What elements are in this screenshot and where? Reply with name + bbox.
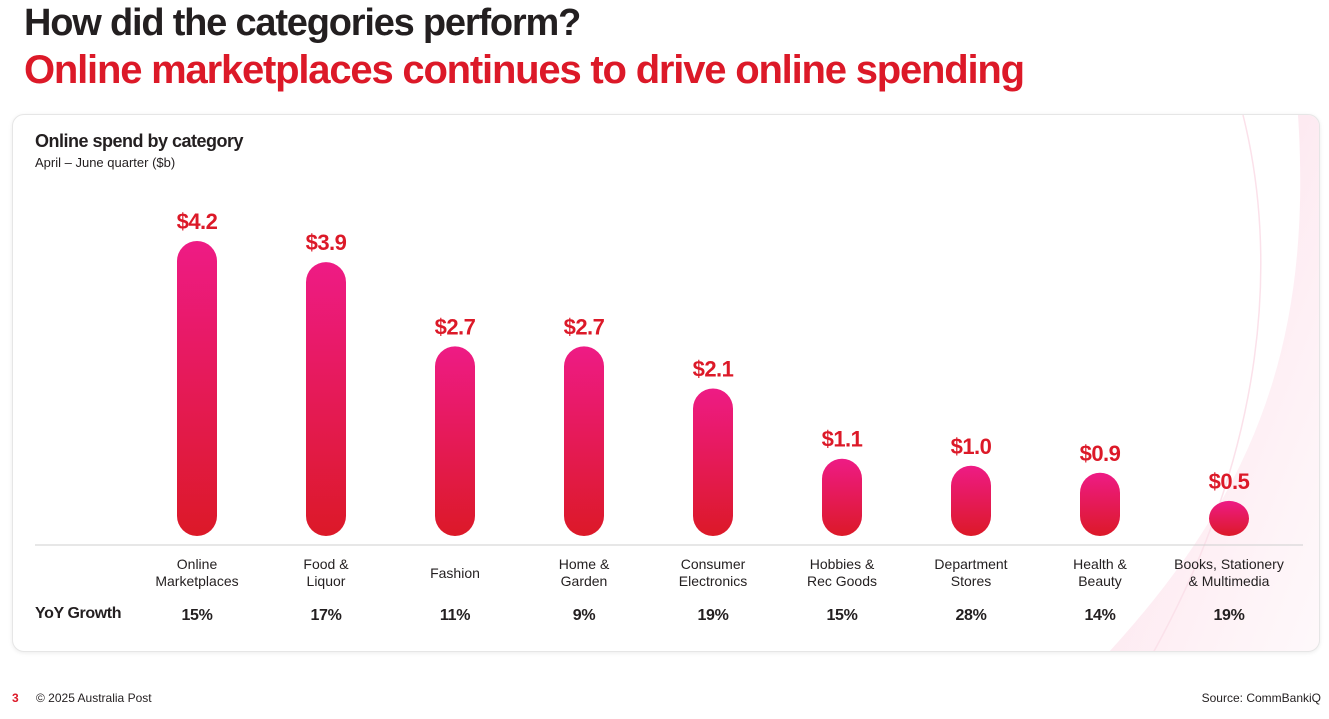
yoy-value-hobbies-rec-goods: 15% xyxy=(826,607,857,624)
bar-consumer-electronics xyxy=(693,388,733,536)
page-title: How did the categories perform? xyxy=(24,2,581,44)
category-label-food-liquor: Food & Liquor xyxy=(303,556,349,589)
page-subtitle: Online marketplaces continues to drive o… xyxy=(24,48,1025,92)
copyright-text: © 2025 Australia Post xyxy=(36,691,152,705)
bar-health-beauty xyxy=(1080,472,1120,536)
bar-department-stores xyxy=(951,465,991,536)
value-label-books-stationery-multimedia: $0.5 xyxy=(1209,469,1250,494)
category-label-consumer-electronics: Consumer Electronics xyxy=(679,556,747,589)
value-label-fashion: $2.7 xyxy=(435,314,476,339)
bar-hobbies-rec-goods xyxy=(822,458,862,536)
yoy-value-online-marketplaces: 15% xyxy=(181,607,212,624)
decorative-swoosh xyxy=(1109,115,1319,651)
value-label-hobbies-rec-goods: $1.1 xyxy=(822,427,863,452)
category-label-fashion: Fashion xyxy=(430,565,480,581)
category-label-home-garden: Home & Garden xyxy=(559,556,610,589)
chart-title: Online spend by category xyxy=(35,131,244,151)
value-label-consumer-electronics: $2.1 xyxy=(693,357,734,382)
value-label-home-garden: $2.7 xyxy=(564,314,605,339)
category-label-department-stores: Department Stores xyxy=(934,556,1007,589)
source-text: Source: CommBankiQ xyxy=(1201,691,1321,705)
yoy-growth-label: YoY Growth xyxy=(35,605,122,622)
value-label-health-beauty: $0.9 xyxy=(1080,441,1121,466)
yoy-value-fashion: 11% xyxy=(440,607,470,624)
bar-fashion xyxy=(435,346,475,536)
chart-subtitle: April – June quarter ($b) xyxy=(35,155,176,170)
bar-food-liquor xyxy=(306,262,346,536)
value-label-online-marketplaces: $4.2 xyxy=(177,209,218,234)
yoy-value-consumer-electronics: 19% xyxy=(697,607,728,624)
yoy-value-food-liquor: 17% xyxy=(310,607,341,624)
bar-home-garden xyxy=(564,346,604,536)
chart-card: Online spend by category April – June qu… xyxy=(12,114,1320,652)
yoy-value-department-stores: 28% xyxy=(955,607,986,624)
bar-online-marketplaces xyxy=(177,241,217,536)
bar-chart: $4.2 Online Marketplaces 15% $3.9 Food & Liquo… xyxy=(35,209,1303,624)
category-label-health-beauty: Health & Beauty xyxy=(1073,556,1127,589)
category-label-books-stationery-multimedia: Books, Stationery & Multimedia xyxy=(1174,556,1284,589)
page-number: 3 xyxy=(12,691,19,705)
value-label-food-liquor: $3.9 xyxy=(306,230,347,255)
category-label-hobbies-rec-goods: Hobbies & Rec Goods xyxy=(807,556,877,589)
yoy-value-health-beauty: 14% xyxy=(1084,607,1115,624)
yoy-value-home-garden: 9% xyxy=(573,607,596,624)
category-label-online-marketplaces: Online Marketplaces xyxy=(155,556,238,589)
value-label-department-stores: $1.0 xyxy=(951,434,992,459)
yoy-value-books-stationery-multimedia: 19% xyxy=(1213,607,1244,624)
bar-books-stationery-multimedia xyxy=(1209,500,1249,536)
